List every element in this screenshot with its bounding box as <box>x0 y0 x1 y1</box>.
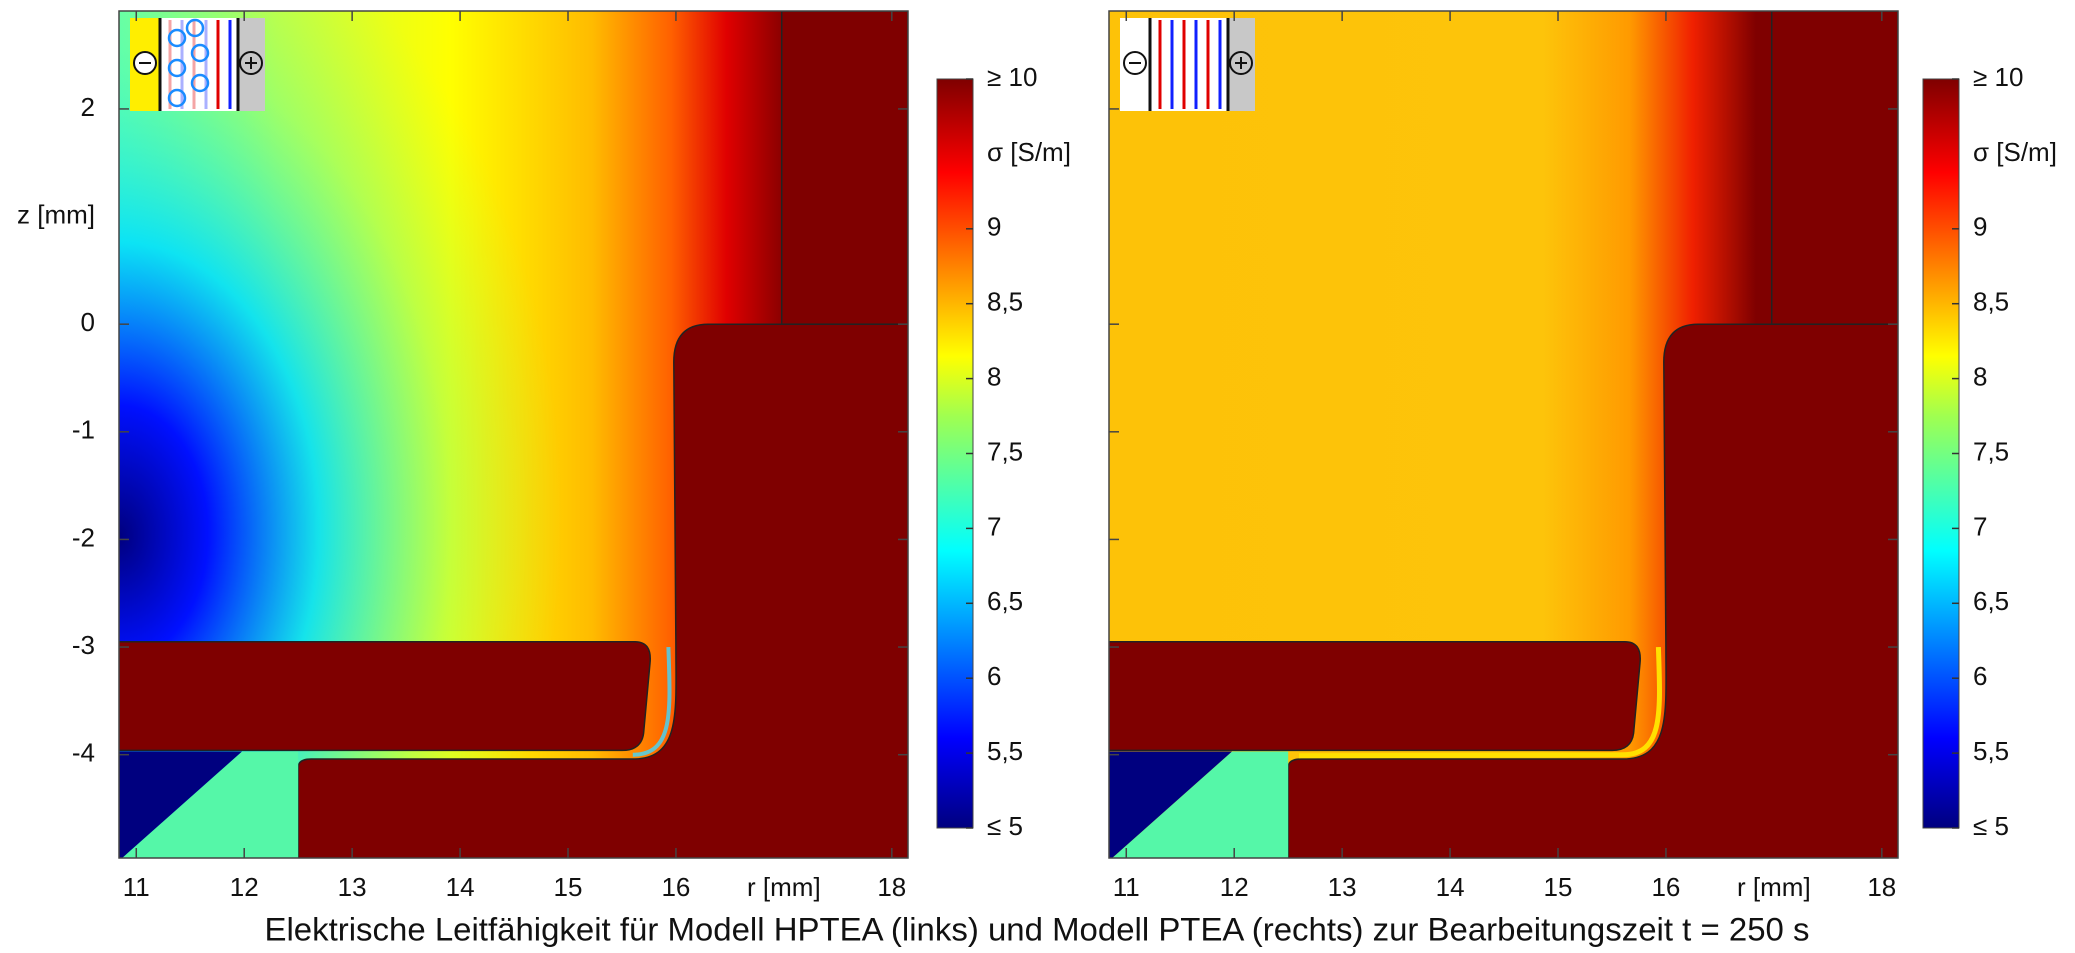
colorbar-tick-label: 8 <box>987 361 1001 391</box>
colorbar-label: σ [S/m] <box>987 137 1071 167</box>
inset-bubble <box>167 88 187 108</box>
workpiece <box>119 640 651 752</box>
inset-bubble <box>167 58 187 78</box>
colorbar-tick-label: 6 <box>1973 661 1987 691</box>
colorbar-tick-label: 7,5 <box>1973 436 2009 466</box>
base-region <box>119 751 242 858</box>
colorbar-tick-label: 6,5 <box>987 586 1023 616</box>
colorbar-tick-label: 6,5 <box>1973 586 2009 616</box>
colorbar-tick-label: 5,5 <box>1973 736 2009 766</box>
base-region <box>1109 751 1232 858</box>
inset-bubble <box>185 18 205 38</box>
colorbar-tick-label: 8,5 <box>987 287 1023 317</box>
inset-bubble <box>190 43 210 63</box>
x-tick-label: 18 <box>877 872 906 902</box>
colorbar-tick-label: 6 <box>987 661 1001 691</box>
colorbar-tick-label: 8 <box>1973 361 1987 391</box>
inset-bubble <box>190 73 210 93</box>
field <box>119 11 908 858</box>
caption: Elektrische Leitfähigkeit für Modell HPT… <box>265 911 1810 947</box>
colorbar-tick-label: 7 <box>1973 511 1987 541</box>
x-tick-label: 13 <box>338 872 367 902</box>
y-tick-label: -3 <box>72 630 95 660</box>
y-tick-label: -4 <box>72 738 95 768</box>
x-tick-label: 11 <box>1113 872 1140 902</box>
x-tick-label: 18 <box>1867 872 1896 902</box>
x-tick-label: 16 <box>661 872 690 902</box>
workpiece <box>1109 640 1641 752</box>
colorbar-tick-label: ≤ 5 <box>1973 811 2009 841</box>
plot-frame <box>118 10 909 859</box>
gap-glow <box>1298 647 1662 759</box>
inset-bubble <box>167 28 187 48</box>
panel: 11 12 13 14 15 16 18 r [mm] -4 -3 -2 -1 0 2 z [mm] ≤ 5 5… <box>17 10 1071 902</box>
y-tick-label: -1 <box>72 415 95 445</box>
y-tick-label: 0 <box>81 307 95 337</box>
electrode-top <box>780 11 908 325</box>
x-tick-label: 12 <box>1220 872 1249 902</box>
tool <box>297 323 908 858</box>
gap-glow <box>632 647 672 757</box>
colorbar-tick-label: 9 <box>987 212 1001 242</box>
electrode-top <box>1770 11 1898 325</box>
colorbar-tick-label: 9 <box>1973 212 1987 242</box>
colorbar-label: σ [S/m] <box>1973 137 2057 167</box>
colorbar-tick-label: ≤ 5 <box>987 811 1023 841</box>
colorbar-tick-label: ≥ 10 <box>987 62 1037 92</box>
x-tick-label: 14 <box>1436 872 1465 902</box>
y-tick-label: 2 <box>81 92 95 122</box>
colorbar-tick-label: ≥ 10 <box>1973 62 2023 92</box>
colorbar-tick-label: 7 <box>987 511 1001 541</box>
x-tick-label: 15 <box>554 872 583 902</box>
field <box>1109 11 1898 858</box>
colorbar-tick-label: 5,5 <box>987 736 1023 766</box>
x-tick-label: 11 <box>123 872 150 902</box>
y-tick-label: -2 <box>72 522 95 552</box>
x-tick-label: 15 <box>1544 872 1573 902</box>
inset-middle <box>1150 18 1228 111</box>
insulator <box>1112 751 1289 858</box>
y-axis-label: z [mm] <box>17 199 95 229</box>
x-tick-label: 14 <box>446 872 475 902</box>
colorbar-tick-label: 7,5 <box>987 436 1023 466</box>
colorbar-tick-label: 8,5 <box>1973 287 2009 317</box>
insulator <box>122 751 299 858</box>
plot-frame <box>1108 10 1899 859</box>
x-tick-label: 13 <box>1328 872 1357 902</box>
panel: 11 12 13 14 15 16 18 r [mm] ≤ 5 5,5 6 6,5 7 7,5 8 8,5 9 ≥… <box>1108 10 2057 902</box>
x-tick-label: 16 <box>1651 872 1680 902</box>
x-axis-label: r [mm] <box>1737 872 1811 902</box>
x-axis-label: r [mm] <box>747 872 821 902</box>
tool <box>1287 323 1898 858</box>
x-tick-label: 12 <box>230 872 259 902</box>
